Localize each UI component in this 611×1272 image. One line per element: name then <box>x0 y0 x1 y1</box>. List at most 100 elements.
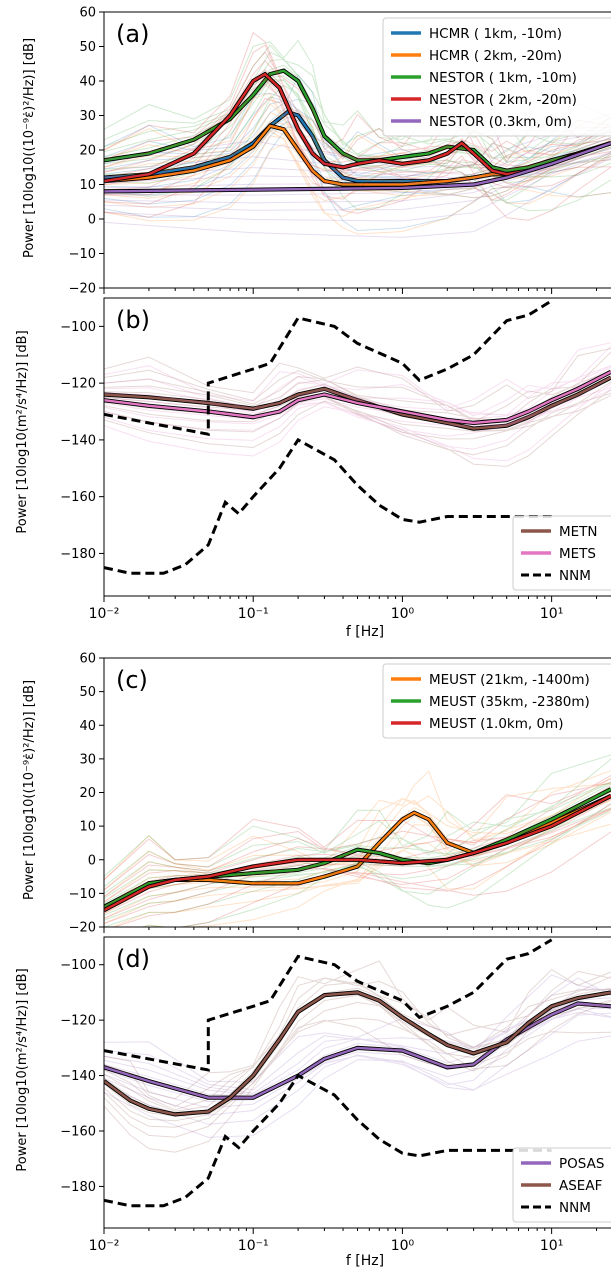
y-tick-label: −10 <box>69 247 96 262</box>
y-tick-label: 0 <box>88 853 96 868</box>
ensemble-trace <box>104 994 611 1122</box>
ensemble-trace <box>104 392 611 456</box>
y-tick-label: −120 <box>60 1014 96 1029</box>
ylabel-a: Power [10log10((10⁻⁹ε̇)²/Hz)] [dB] <box>22 38 37 258</box>
x-tick-label: 10¹ <box>540 606 563 622</box>
nnm-line <box>104 437 552 575</box>
panel-label: (c) <box>116 666 148 694</box>
axes-frame <box>103 297 611 597</box>
ensemble-trace <box>104 974 611 1083</box>
y-tick-label: 60 <box>79 652 96 667</box>
ensemble-trace <box>104 78 611 184</box>
ensemble-trace <box>104 58 611 160</box>
ensemble-trace <box>104 777 611 898</box>
legend: HCMR ( 1km, -10m) HCMR ( 2km, -20m) NESTOR… <box>382 17 611 137</box>
ensemble-trace <box>104 147 611 196</box>
ensemble-trace <box>104 373 611 426</box>
ensemble-trace <box>104 130 611 202</box>
ensemble-trace <box>104 792 611 903</box>
legend-label: NNM <box>559 1200 591 1216</box>
y-tick-label: 60 <box>79 6 96 21</box>
ensemble-trace <box>104 808 611 925</box>
ensemble-trace <box>104 130 611 180</box>
ensemble-trace <box>104 31 611 160</box>
ensemble-trace <box>104 785 611 903</box>
ensemble-brown <box>104 960 611 1153</box>
ensemble-trace <box>104 351 611 423</box>
ensemble-trace <box>104 365 611 416</box>
ensemble-trace <box>104 389 611 437</box>
y-tick-label: 20 <box>79 786 96 801</box>
series-line-green <box>104 69 611 172</box>
ensemble-trace <box>104 1035 611 1138</box>
ensemble-trace <box>104 375 611 427</box>
ensemble-trace <box>104 774 611 898</box>
legend-box <box>382 17 611 137</box>
ensemble-trace <box>104 808 611 920</box>
ensemble-trace <box>104 1001 611 1128</box>
plot-area <box>104 299 611 575</box>
ensemble-trace <box>104 121 611 196</box>
x-tick-label: 10⁰ <box>391 606 415 622</box>
ensemble-trace <box>104 1000 611 1138</box>
series-line-purple <box>104 1002 611 1099</box>
xlabel-top: f [Hz] <box>346 624 384 640</box>
ensemble-trace <box>104 74 611 165</box>
y-tick-label: 50 <box>79 685 96 700</box>
legend-box <box>512 1147 611 1223</box>
axes-frame <box>103 936 611 1229</box>
nnm-line <box>104 299 553 437</box>
series-line-red <box>104 72 611 183</box>
legend-box <box>382 663 611 739</box>
axes-frame <box>103 11 611 289</box>
x-tick-label: 10⁻² <box>89 1238 120 1254</box>
y-tick-label: −140 <box>60 433 96 448</box>
xlabel-bottom: f [Hz] <box>346 1253 384 1269</box>
ensemble-trace <box>104 371 611 422</box>
panel-c: −20 −10 0 10 20 30 40 50 60 (c) MEUST (21km, -1400… <box>69 652 611 936</box>
ensemble-trace <box>104 387 611 450</box>
ensemble-trace <box>104 389 611 467</box>
ensemble-trace <box>104 98 611 221</box>
y-tick-label: −20 <box>69 282 96 297</box>
ylabel-d: Power [10log10(m²/s⁴/Hz)] [dB] <box>15 968 30 1171</box>
ensemble-trace <box>104 83 611 205</box>
ensemble-trace <box>104 793 611 908</box>
y-tick-label: −160 <box>60 490 96 505</box>
ensemble-trace <box>104 378 611 432</box>
y-tick-label: 0 <box>88 213 96 228</box>
y-tick-label: −10 <box>69 887 96 902</box>
ensemble-trace <box>104 798 611 914</box>
ensemble-trace <box>104 770 611 881</box>
ensemble-trace <box>104 782 611 891</box>
panel-label: (a) <box>116 20 149 48</box>
legend-label: MEUST (35km, -2380m) <box>429 694 590 710</box>
ensemble-trace <box>104 157 611 238</box>
ensemble-trace <box>104 800 611 914</box>
ensemble-trace <box>104 383 611 462</box>
panel-label: (d) <box>116 945 150 973</box>
ensemble-trace <box>104 1012 611 1125</box>
ensemble-trace <box>104 348 611 412</box>
ensemble-trace <box>104 60 611 173</box>
ensemble-brown <box>104 348 611 467</box>
ensemble-trace <box>104 365 611 416</box>
legend: MEUST (21km, -1400m) MEUST (35km, -2380m)… <box>382 663 611 739</box>
ensemble-trace <box>104 778 611 881</box>
y-tick-label: −180 <box>60 1180 96 1195</box>
ensemble-trace <box>104 342 611 409</box>
ensemble-blue <box>104 74 611 232</box>
y-tick-label: 10 <box>79 178 96 193</box>
ylabel-c: Power [10log10((10⁻⁹ε̇)²/Hz)] [dB] <box>22 680 37 900</box>
ensemble-trace <box>104 143 611 235</box>
ylabel-b: Power [10log10(m²/s⁴/Hz)] [dB] <box>15 330 30 533</box>
ensemble-trace <box>104 977 611 1091</box>
legend-label: ASEAF <box>559 1178 602 1194</box>
legend-label: METN <box>559 524 598 540</box>
ensemble-trace <box>104 960 611 1100</box>
ensemble-trace <box>104 78 611 191</box>
ensemble-trace <box>104 51 611 168</box>
ensemble-trace <box>104 1019 611 1153</box>
legend-label: MEUST (21km, -1400m) <box>429 672 590 688</box>
